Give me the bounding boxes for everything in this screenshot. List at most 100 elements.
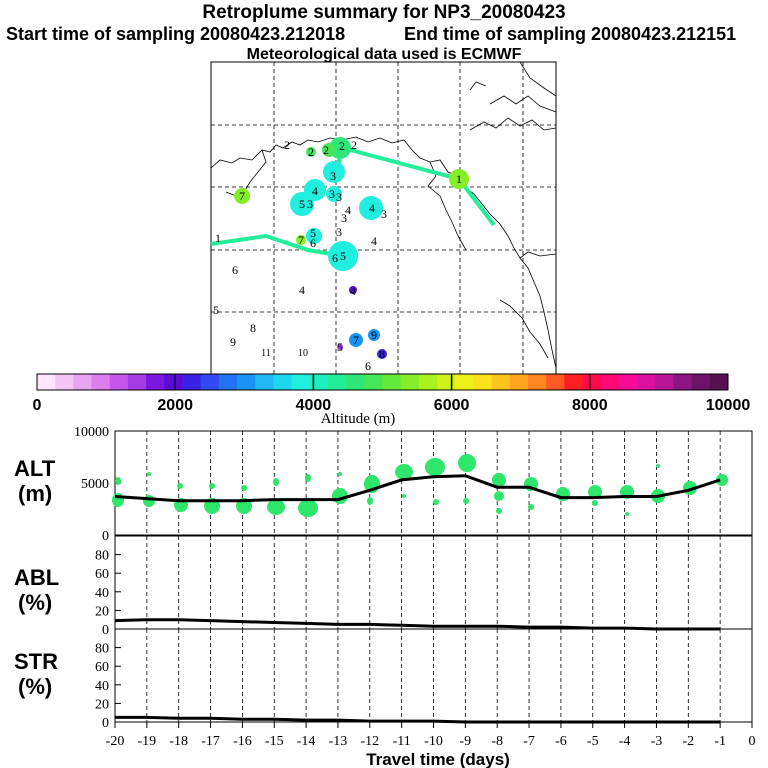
end-time-label: End time of sampling 20080423.212151 xyxy=(404,24,737,44)
map-day-label: 3 xyxy=(336,225,342,239)
map-day-label: 7 xyxy=(353,333,359,347)
map-day-label: 11 xyxy=(261,348,271,359)
colorbar-cell xyxy=(37,374,56,390)
colorbar-cell xyxy=(437,374,456,390)
colorbar-cell xyxy=(291,374,311,390)
abl-yaxis: 80 60 40 20 0 xyxy=(95,549,121,638)
colorbar-cell xyxy=(473,374,492,390)
y-tick-label: 20 xyxy=(95,697,109,712)
figure-title: Retroplume summary for NP3_20080423 xyxy=(202,2,566,23)
x-tick-label: -20 xyxy=(106,734,125,749)
colorbar-cell xyxy=(418,374,438,390)
y-tick-label: 80 xyxy=(95,549,109,564)
map-day-label: 2 xyxy=(284,138,290,152)
colorbar-cell xyxy=(527,374,547,390)
map-day-label: 3 xyxy=(381,207,387,221)
map-day-label: 3 xyxy=(330,169,336,183)
y-tick-label: 10000 xyxy=(74,425,109,440)
str-panel-unit: (%) xyxy=(18,674,52,699)
abl-panel-unit: (%) xyxy=(18,590,52,615)
map-day-label: 3 xyxy=(307,197,313,211)
y-tick-label: 5000 xyxy=(81,477,109,492)
colorbar-cell xyxy=(182,374,202,390)
map-day-label: 1 xyxy=(456,172,462,186)
colorbar-cell xyxy=(164,374,183,390)
y-tick-label: 80 xyxy=(95,642,109,657)
y-tick-label: 0 xyxy=(102,529,109,544)
str-series-line xyxy=(115,715,721,724)
map-day-label: 1 xyxy=(215,231,221,245)
str-panel-label: STR xyxy=(14,649,58,674)
colorbar-cell xyxy=(91,374,111,390)
x-tick-label: -4 xyxy=(619,734,631,749)
alt-panel-label: ALT xyxy=(14,456,56,481)
colorbar-cell xyxy=(255,374,274,390)
map-day-label: 8 xyxy=(250,321,256,335)
x-tick-label: -6 xyxy=(555,734,567,749)
map-day-label: 4 xyxy=(369,201,375,215)
map-day-label: 4 xyxy=(345,203,351,217)
plume-markers xyxy=(234,137,469,359)
colorbar-tick-label: 2000 xyxy=(157,397,193,414)
map-day-label: 5 xyxy=(337,340,343,354)
map-day-label: 4 xyxy=(371,234,377,248)
colorbar-label: Altitude (m) xyxy=(321,411,396,427)
panel-day-gridlines xyxy=(146,431,721,722)
map-day-label: 6 xyxy=(332,251,338,265)
map-day-label: 3 xyxy=(336,190,342,204)
str-yaxis: 80 60 40 20 0 xyxy=(95,642,121,731)
y-tick-label: 60 xyxy=(95,567,109,582)
map-day-label: 9 xyxy=(230,335,236,349)
map-day-label: 10 xyxy=(298,348,308,359)
map-day-label: 9 xyxy=(371,328,377,342)
colorbar-cell xyxy=(618,374,638,390)
colorbar-cell xyxy=(455,374,474,390)
colorbar-cell xyxy=(382,374,402,390)
colorbar-tick-label: 0 xyxy=(33,397,42,414)
colorbar-cell xyxy=(582,374,602,390)
x-tick-label: -10 xyxy=(424,734,443,749)
x-tick-label: -11 xyxy=(393,734,411,749)
colorbar-cell xyxy=(237,374,256,390)
map-day-label: 2 xyxy=(351,138,357,152)
map-day-label: 4 xyxy=(299,283,305,297)
x-tick-label: -2 xyxy=(682,734,694,749)
colorbar-tick-label: 8000 xyxy=(572,397,608,414)
x-axis-ticks: -20 -19 -18 -17 -16 -15 -14 -13 -12 -11 -10 -9 -8 -7-… xyxy=(106,722,756,749)
colorbar-cell xyxy=(200,374,220,390)
colorbar-tick-label: 6000 xyxy=(434,397,470,414)
x-tick-label: -16 xyxy=(233,734,252,749)
map-day-label: 6 xyxy=(232,263,238,277)
map-day-label: 7 xyxy=(298,233,304,247)
met-data-label: Meteorological data used is ECMWF xyxy=(246,46,522,63)
start-time-label: Start time of sampling 20080423.212018 xyxy=(6,24,346,44)
colorbar-cell xyxy=(637,374,656,390)
x-tick-label: -8 xyxy=(491,734,503,749)
timeseries-panels: ALT (m) ABL (%) STR (%) 10000 5000 0 80 60 4… xyxy=(14,425,756,768)
colorbar-cell xyxy=(218,374,238,390)
y-tick-label: 0 xyxy=(102,623,109,638)
x-axis-title: Travel time (days) xyxy=(366,750,510,768)
colorbar-cell xyxy=(546,374,565,390)
y-tick-label: 40 xyxy=(95,679,109,694)
colorbar-cell xyxy=(109,374,129,390)
colorbar: 0 2000 4000 6000 8000 10000 Altitude (m) xyxy=(33,373,750,427)
alt-yaxis: 10000 5000 0 xyxy=(74,425,121,544)
y-tick-label: 40 xyxy=(95,586,109,601)
colorbar-tick-label: 4000 xyxy=(296,397,332,414)
map-day-label: 5 xyxy=(213,303,219,317)
colorbar-cell xyxy=(73,374,92,390)
x-tick-label: -14 xyxy=(297,734,316,749)
x-tick-label: -3 xyxy=(651,734,663,749)
y-tick-label: 0 xyxy=(102,716,109,731)
x-tick-label: -13 xyxy=(329,734,348,749)
map-day-label: 5 xyxy=(299,197,305,211)
y-tick-label: 20 xyxy=(95,604,109,619)
colorbar-cell xyxy=(309,374,329,390)
map-day-label: 2 xyxy=(308,145,314,159)
colorbar-cell xyxy=(364,374,383,390)
map-day-label: 5 xyxy=(310,226,316,240)
